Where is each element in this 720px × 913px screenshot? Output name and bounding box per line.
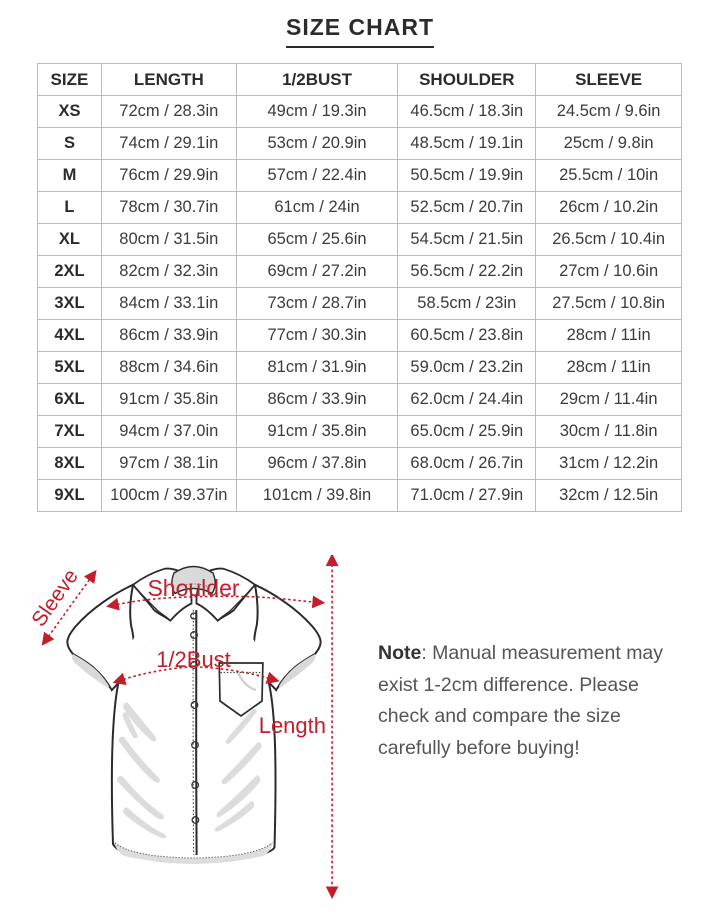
svg-text:Shoulder: Shoulder	[147, 575, 239, 601]
svg-text:Length: Length	[259, 713, 326, 738]
svg-text:Sleeve: Sleeve	[27, 565, 83, 631]
svg-text:1/2Bust: 1/2Bust	[156, 647, 231, 672]
